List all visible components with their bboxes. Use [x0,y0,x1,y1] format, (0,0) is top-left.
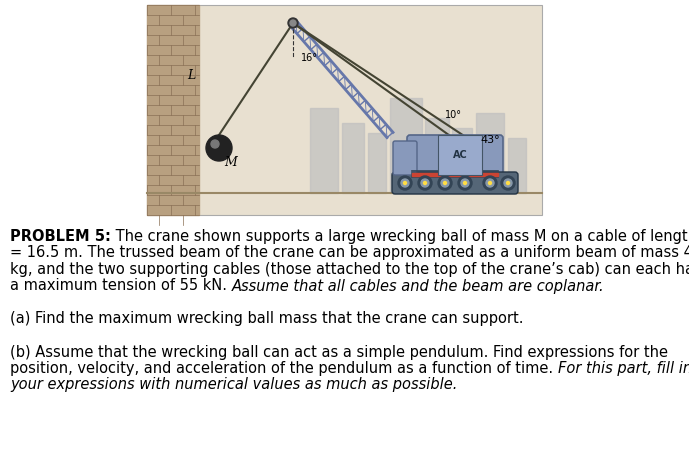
Text: 10°: 10° [445,110,462,120]
Bar [476,113,504,193]
Text: (a) Find the maximum wrecking ball mass that the crane can support.: (a) Find the maximum wrecking ball mass … [10,312,524,327]
Circle shape [486,179,494,187]
Bar [390,98,422,193]
Circle shape [418,176,432,190]
Text: = 16.5 m. The trussed beam of the crane can be approximated as a uniform beam of: = 16.5 m. The trussed beam of the crane … [10,246,689,261]
Circle shape [424,182,426,184]
Circle shape [290,20,296,26]
Text: L: L [187,69,195,82]
Text: PROBLEM 5:: PROBLEM 5: [10,229,111,244]
Text: Assume that all cables and the beam are coplanar.: Assume that all cables and the beam are … [232,278,604,293]
Text: AC: AC [453,150,467,160]
Circle shape [398,176,412,190]
FancyBboxPatch shape [407,135,503,179]
Text: 16°: 16° [301,53,318,63]
Circle shape [458,176,472,190]
Text: kg, and the two supporting cables (those attached to the top of the crane’s cab): kg, and the two supporting cables (those… [10,262,689,277]
Circle shape [288,18,298,28]
Circle shape [421,179,429,187]
FancyBboxPatch shape [393,141,417,175]
Circle shape [489,182,491,184]
Text: The crane shown supports a large wrecking ball of mass M on a cable of length: The crane shown supports a large wreckin… [111,229,689,244]
Text: For this part, fill in: For this part, fill in [558,361,689,376]
Text: 43°: 43° [480,135,500,145]
Text: your expressions with numerical values as much as possible.: your expressions with numerical values a… [10,378,457,393]
Circle shape [441,179,449,187]
Bar [412,173,498,176]
Circle shape [461,179,469,187]
Bar [342,123,364,193]
Bar [310,108,338,193]
Circle shape [404,182,407,184]
Bar [452,128,472,193]
Circle shape [438,176,452,190]
Text: position, velocity, and acceleration of the pendulum as a function of time.: position, velocity, and acceleration of … [10,361,558,376]
Bar [147,5,199,215]
Circle shape [211,140,219,148]
Circle shape [464,182,466,184]
Text: a maximum tension of 55 kN.: a maximum tension of 55 kN. [10,278,232,293]
Circle shape [504,179,512,187]
Circle shape [483,176,497,190]
Text: M: M [224,156,237,169]
Bar [425,118,449,193]
Circle shape [501,176,515,190]
Circle shape [206,135,232,161]
Bar [368,133,386,193]
FancyBboxPatch shape [392,172,518,194]
Circle shape [401,179,409,187]
Bar [508,138,526,193]
Text: (b) Assume that the wrecking ball can act as a simple pendulum. Find expressions: (b) Assume that the wrecking ball can ac… [10,344,668,359]
Bar [147,5,542,215]
Circle shape [444,182,446,184]
Circle shape [506,182,509,184]
